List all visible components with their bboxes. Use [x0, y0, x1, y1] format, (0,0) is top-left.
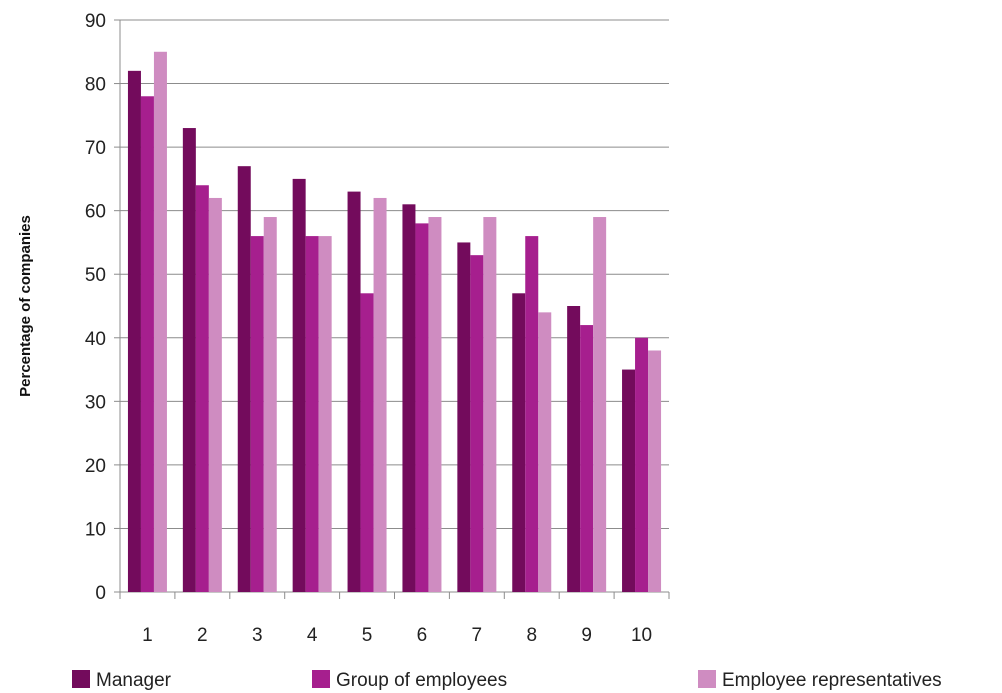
- bar-series-1-cat-3: [237, 166, 251, 592]
- bar-series-3-cat-6: [428, 217, 442, 592]
- y-tick-label: 80: [85, 75, 106, 96]
- bar-series-1-cat-7: [457, 242, 471, 592]
- bar-series-3-cat-7: [483, 217, 497, 592]
- legend-label: Group of employees: [336, 670, 507, 691]
- x-tick-label: 6: [417, 625, 428, 646]
- y-tick-label: 50: [85, 265, 106, 286]
- bar-series-3-cat-4: [318, 236, 332, 593]
- bar-series-3-cat-10: [648, 350, 662, 592]
- x-tick-label: 7: [472, 625, 483, 646]
- x-tick-label: 5: [362, 625, 373, 646]
- bar-series-1-cat-1: [127, 70, 141, 593]
- bar-series-3-cat-5: [373, 197, 387, 592]
- y-axis-label: Percentage of companies: [17, 215, 34, 397]
- bar-series-1-cat-5: [347, 191, 361, 592]
- bar-series-1-cat-2: [182, 128, 196, 593]
- x-tick-label: 2: [197, 625, 208, 646]
- y-tick-label: 0: [95, 583, 106, 604]
- bar-series-1-cat-6: [402, 204, 416, 593]
- x-tick-label: 8: [526, 625, 537, 646]
- bar-series-2-cat-5: [360, 293, 374, 592]
- bar-series-2-cat-9: [580, 325, 594, 592]
- bar-series-2-cat-10: [635, 337, 649, 592]
- bar-series-2-cat-1: [140, 96, 154, 593]
- x-tick-label: 4: [307, 625, 318, 646]
- bar-series-1-cat-8: [512, 293, 526, 592]
- x-tick-label: 9: [581, 625, 592, 646]
- bar-series-1-cat-4: [292, 178, 306, 592]
- x-tick-label: 3: [252, 625, 263, 646]
- y-tick-label: 40: [85, 329, 106, 350]
- x-tick-label: 10: [631, 625, 652, 646]
- bar-series-3-cat-9: [593, 217, 607, 592]
- legend-label: Employee representatives: [722, 670, 942, 691]
- bar-series-3-cat-8: [538, 312, 552, 592]
- bar-series-1-cat-9: [567, 306, 581, 592]
- bar-series-2-cat-8: [525, 236, 539, 593]
- legend-swatch: [312, 670, 330, 688]
- x-tick-label: 1: [142, 625, 153, 646]
- bar-series-2-cat-2: [195, 185, 209, 592]
- bar-series-3-cat-3: [263, 217, 277, 592]
- bar-series-2-cat-3: [250, 236, 264, 593]
- bar-series-3-cat-2: [208, 197, 222, 592]
- legend-swatch: [698, 670, 716, 688]
- y-tick-label: 70: [85, 138, 106, 159]
- bar-series-3-cat-1: [153, 51, 167, 593]
- y-tick-label: 90: [85, 11, 106, 32]
- x-axis: 1 2 3 4 5 6 7 8 9 10: [119, 591, 670, 646]
- bars: [127, 51, 662, 593]
- y-tick-label: 20: [85, 456, 106, 477]
- bar-series-2-cat-6: [415, 223, 429, 592]
- bar-series-2-cat-4: [305, 236, 319, 593]
- y-axis: 0 10 20 30 40 50 60 70 80 90: [85, 11, 121, 604]
- legend-swatch: [72, 670, 90, 688]
- y-tick-label: 30: [85, 392, 106, 413]
- y-tick-label: 10: [85, 519, 106, 540]
- legend-label: Manager: [96, 670, 172, 691]
- legend: Manager Group of employees Employee repres…: [72, 670, 942, 691]
- bar-series-2-cat-7: [470, 255, 484, 592]
- y-tick-label: 60: [85, 202, 106, 223]
- bar-series-1-cat-10: [622, 369, 636, 592]
